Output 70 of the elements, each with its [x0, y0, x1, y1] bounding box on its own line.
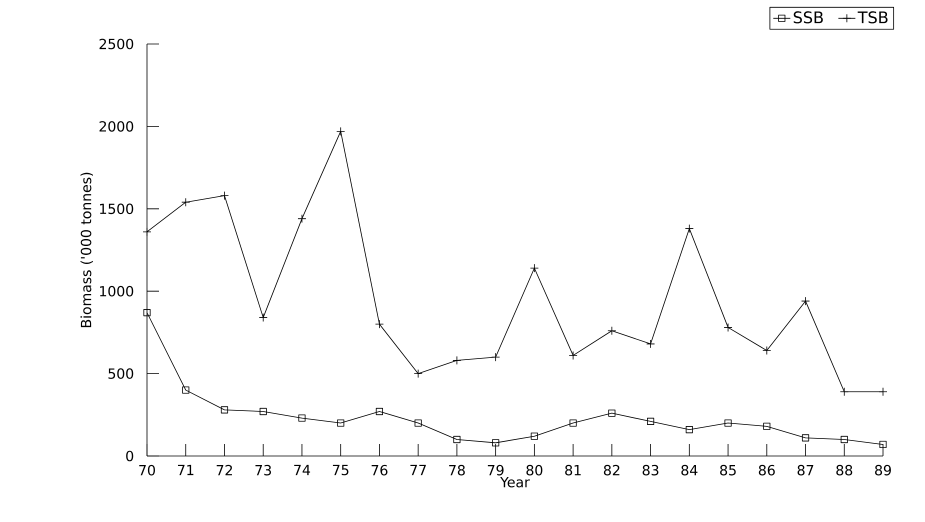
- point: [181, 198, 190, 207]
- x-tick-label: 80: [526, 464, 542, 476]
- point: [220, 406, 228, 414]
- point: [453, 436, 460, 444]
- point: [724, 323, 732, 332]
- y-tick-label: 1000: [100, 286, 134, 296]
- y-axis-title: Biomass ('000 tonnes): [80, 172, 93, 328]
- y-tick-label: 1500: [100, 204, 134, 214]
- x-tick-label: 72: [216, 464, 232, 476]
- point: [647, 418, 654, 425]
- x-tick-label: 77: [410, 464, 426, 476]
- point: [879, 440, 887, 448]
- x-tick-label: 87: [798, 464, 814, 476]
- point: [840, 387, 849, 396]
- point: [337, 419, 344, 427]
- point: [142, 227, 152, 236]
- point: [452, 356, 462, 365]
- x-tick-label: 71: [178, 464, 194, 476]
- point: [878, 387, 888, 396]
- point: [840, 436, 848, 444]
- point: [762, 346, 772, 355]
- point: [491, 352, 500, 362]
- x-tick-label: 75: [332, 464, 348, 476]
- point: [646, 340, 655, 348]
- legend-label: SSB: [794, 11, 823, 24]
- point: [684, 224, 694, 233]
- y-tick-label: 2500: [100, 38, 134, 50]
- point: [492, 439, 500, 446]
- x-tick-label: 85: [720, 464, 736, 476]
- x-tick-label: 76: [372, 464, 388, 476]
- point: [414, 369, 423, 378]
- x-tick-label: 74: [294, 464, 310, 476]
- point: [530, 432, 538, 440]
- point: [298, 414, 306, 422]
- point: [570, 419, 577, 427]
- point: [530, 264, 539, 273]
- x-tick-label: 86: [758, 464, 775, 476]
- x-tick-label: 89: [875, 464, 891, 476]
- point: [801, 296, 810, 306]
- point: [763, 422, 770, 430]
- legend-label: TSB: [858, 11, 888, 24]
- x-tick-label: 73: [255, 464, 271, 476]
- point: [260, 408, 267, 416]
- point: [220, 191, 229, 200]
- point: [258, 313, 268, 322]
- point: [376, 408, 384, 416]
- x-tick-label: 78: [449, 464, 465, 476]
- point: [686, 426, 693, 434]
- x-tick-label: 84: [681, 464, 698, 476]
- point: [182, 386, 190, 394]
- x-tick-label: 82: [604, 464, 620, 476]
- point: [414, 419, 422, 427]
- x-axis-title: Year: [500, 476, 530, 488]
- point: [607, 326, 616, 336]
- x-tick-label: 81: [565, 464, 581, 476]
- x-tick-label: 83: [642, 464, 658, 476]
- point: [298, 214, 306, 224]
- point: [724, 419, 732, 427]
- point: [568, 351, 578, 360]
- x-tick-label: 70: [139, 464, 155, 476]
- point: [336, 126, 346, 136]
- x-tick-label: 88: [836, 464, 852, 476]
- point: [143, 309, 151, 316]
- point: [608, 410, 616, 417]
- x-tick-label: 79: [488, 464, 504, 476]
- y-tick-label: 2000: [100, 121, 134, 132]
- y-tick-label: 500: [108, 368, 134, 379]
- point: [375, 320, 384, 329]
- y-tick-label: 0: [126, 450, 134, 462]
- point: [802, 434, 810, 442]
